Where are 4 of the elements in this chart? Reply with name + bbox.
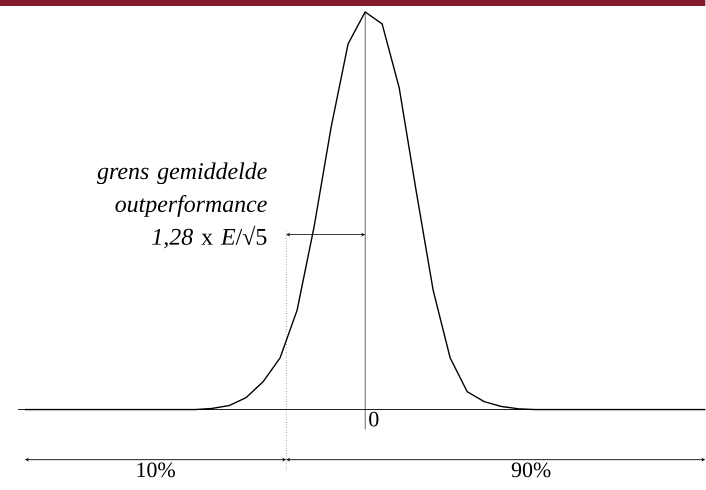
text: 0 (369, 412, 378, 427)
text: 90% (512, 462, 550, 478)
annotation: grens gemiddelde outperformance 1,28 x E/√5 (97, 162, 267, 249)
text: 10% (137, 462, 175, 478)
